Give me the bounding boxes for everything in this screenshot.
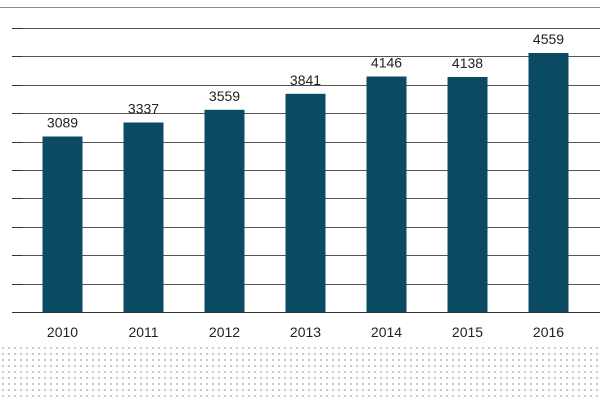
dotted-background — [0, 345, 600, 400]
x-tick-label-2012: 2012 — [209, 324, 240, 340]
data-label-2013: 3841 — [290, 72, 321, 88]
data-label-2011: 3337 — [128, 101, 159, 117]
bar-2012 — [204, 109, 245, 312]
y-axis-ticks — [12, 28, 22, 313]
x-tick-label-2011: 2011 — [128, 324, 158, 340]
x-tick-label-2010: 2010 — [47, 324, 78, 340]
x-tick-label-2016: 2016 — [533, 324, 564, 340]
data-label-2014: 4146 — [371, 55, 402, 71]
data-label-2012: 3559 — [209, 88, 240, 104]
top-border-line — [0, 7, 600, 8]
x-tick-label-2014: 2014 — [371, 324, 402, 340]
x-axis-labels: 2010 2011 2012 2013 2014 2015 2016 — [47, 324, 564, 340]
data-label-2016: 4559 — [533, 31, 564, 47]
bar-2016 — [528, 53, 569, 312]
bar-2011 — [123, 122, 164, 312]
x-tick-label-2015: 2015 — [452, 324, 483, 340]
gridlines — [22, 28, 600, 313]
data-labels: 3089 3337 3559 3841 4146 4138 4559 — [47, 31, 564, 131]
bar-2014 — [366, 76, 407, 312]
bars — [42, 53, 569, 312]
data-label-2015: 4138 — [452, 55, 483, 71]
bar-2015 — [447, 77, 488, 312]
bar-2010 — [42, 136, 83, 312]
data-label-2010: 3089 — [47, 115, 78, 131]
x-tick-label-2013: 2013 — [290, 324, 321, 340]
bar-2013 — [285, 93, 326, 312]
